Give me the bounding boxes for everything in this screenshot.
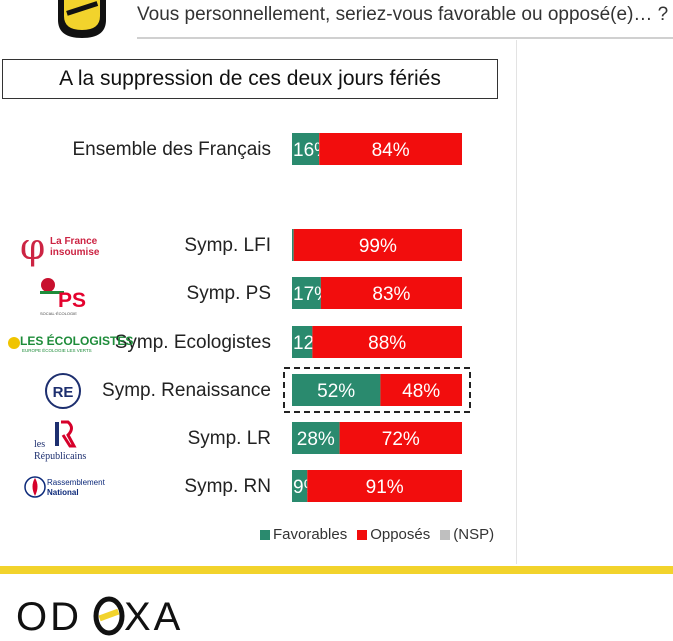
question-underline [137, 37, 673, 39]
bar-segment-favorables [292, 374, 381, 406]
panel-divider [516, 40, 517, 564]
svg-text:SOCIAL·ÉCOLOGIE: SOCIAL·ÉCOLOGIE [40, 311, 77, 316]
value-label: 99% [359, 236, 397, 257]
legend-label: (NSP) [453, 526, 495, 543]
legend-swatch [260, 529, 270, 540]
svg-text:RE: RE [53, 384, 74, 401]
svg-text:XA: XA [124, 595, 183, 638]
bar-segment-opposs [312, 326, 462, 358]
legend-label: Favorables [273, 526, 348, 543]
bar-segment-opposs [320, 277, 462, 309]
survey-question: Vous personnellement, seriez-vous favora… [137, 4, 669, 25]
bar-segment-opposs [339, 422, 462, 454]
svg-text:La France: La France [50, 236, 98, 247]
bar-segment-favorables [292, 229, 294, 261]
value-label: 84% [372, 140, 410, 161]
svg-text:Républicains: Républicains [34, 451, 86, 462]
bar-segment-opposs [307, 470, 462, 502]
highlight-box [283, 367, 471, 413]
chart-title: A la suppression de ces deux jours férié… [2, 59, 498, 99]
value-label: 52% [317, 381, 355, 402]
odoxa-emblem-icon [58, 0, 106, 38]
svg-text:LES ÉCOLOGISTES: LES ÉCOLOGISTES [20, 333, 133, 348]
bar-segment-favorables [292, 133, 320, 165]
footer-accent-band [0, 566, 673, 574]
row-label: Ensemble des Français [72, 139, 271, 160]
bar-segment-favorables [292, 470, 308, 502]
row-label: Symp. PS [187, 283, 271, 304]
svg-text:les: les [34, 439, 45, 450]
legend-label: Opposés [370, 526, 431, 543]
legend-item: (NSP) [440, 526, 494, 543]
row-label: Symp. Ecologistes [115, 332, 271, 353]
row-label: Symp. LFI [184, 235, 271, 256]
value-label: 91% [366, 477, 404, 498]
bar-segment-opposs [380, 374, 462, 406]
bar-segment-opposs [293, 229, 462, 261]
renaissance-logo-icon: RE [45, 373, 81, 409]
bar-segment-favorables [292, 326, 313, 358]
value-label: 48% [402, 381, 440, 402]
value-label: 28% [297, 429, 335, 450]
legend-item: Opposés [357, 526, 430, 543]
svg-text:Rassemblement: Rassemblement [47, 478, 106, 487]
svg-text:PS: PS [58, 289, 86, 312]
legend-swatch [357, 529, 368, 540]
chart-legend: Favorables Opposés (NSP) [260, 526, 500, 543]
value-label: 83% [372, 284, 410, 305]
row-label: Symp. LR [188, 428, 271, 449]
odoxa-logo: OD XA [16, 595, 183, 638]
bar-segment-opposs [319, 133, 462, 165]
bar-segment-favorables [292, 277, 321, 309]
svg-text:National: National [47, 488, 79, 497]
value-label: 72% [382, 429, 420, 450]
svg-text:insoumise: insoumise [50, 247, 100, 258]
legend-swatch [440, 529, 451, 540]
row-label: Symp. RN [184, 476, 271, 497]
bar-segment-favorables [292, 422, 340, 454]
svg-text:OD: OD [16, 595, 82, 638]
svg-text:EUROPE ÉCOLOGIE LES VERTS: EUROPE ÉCOLOGIE LES VERTS [22, 347, 92, 353]
legend-item: Favorables [260, 526, 347, 543]
value-label: 88% [368, 333, 406, 354]
row-label: Symp. Renaissance [102, 380, 271, 401]
svg-text:φ: φ [20, 227, 45, 268]
